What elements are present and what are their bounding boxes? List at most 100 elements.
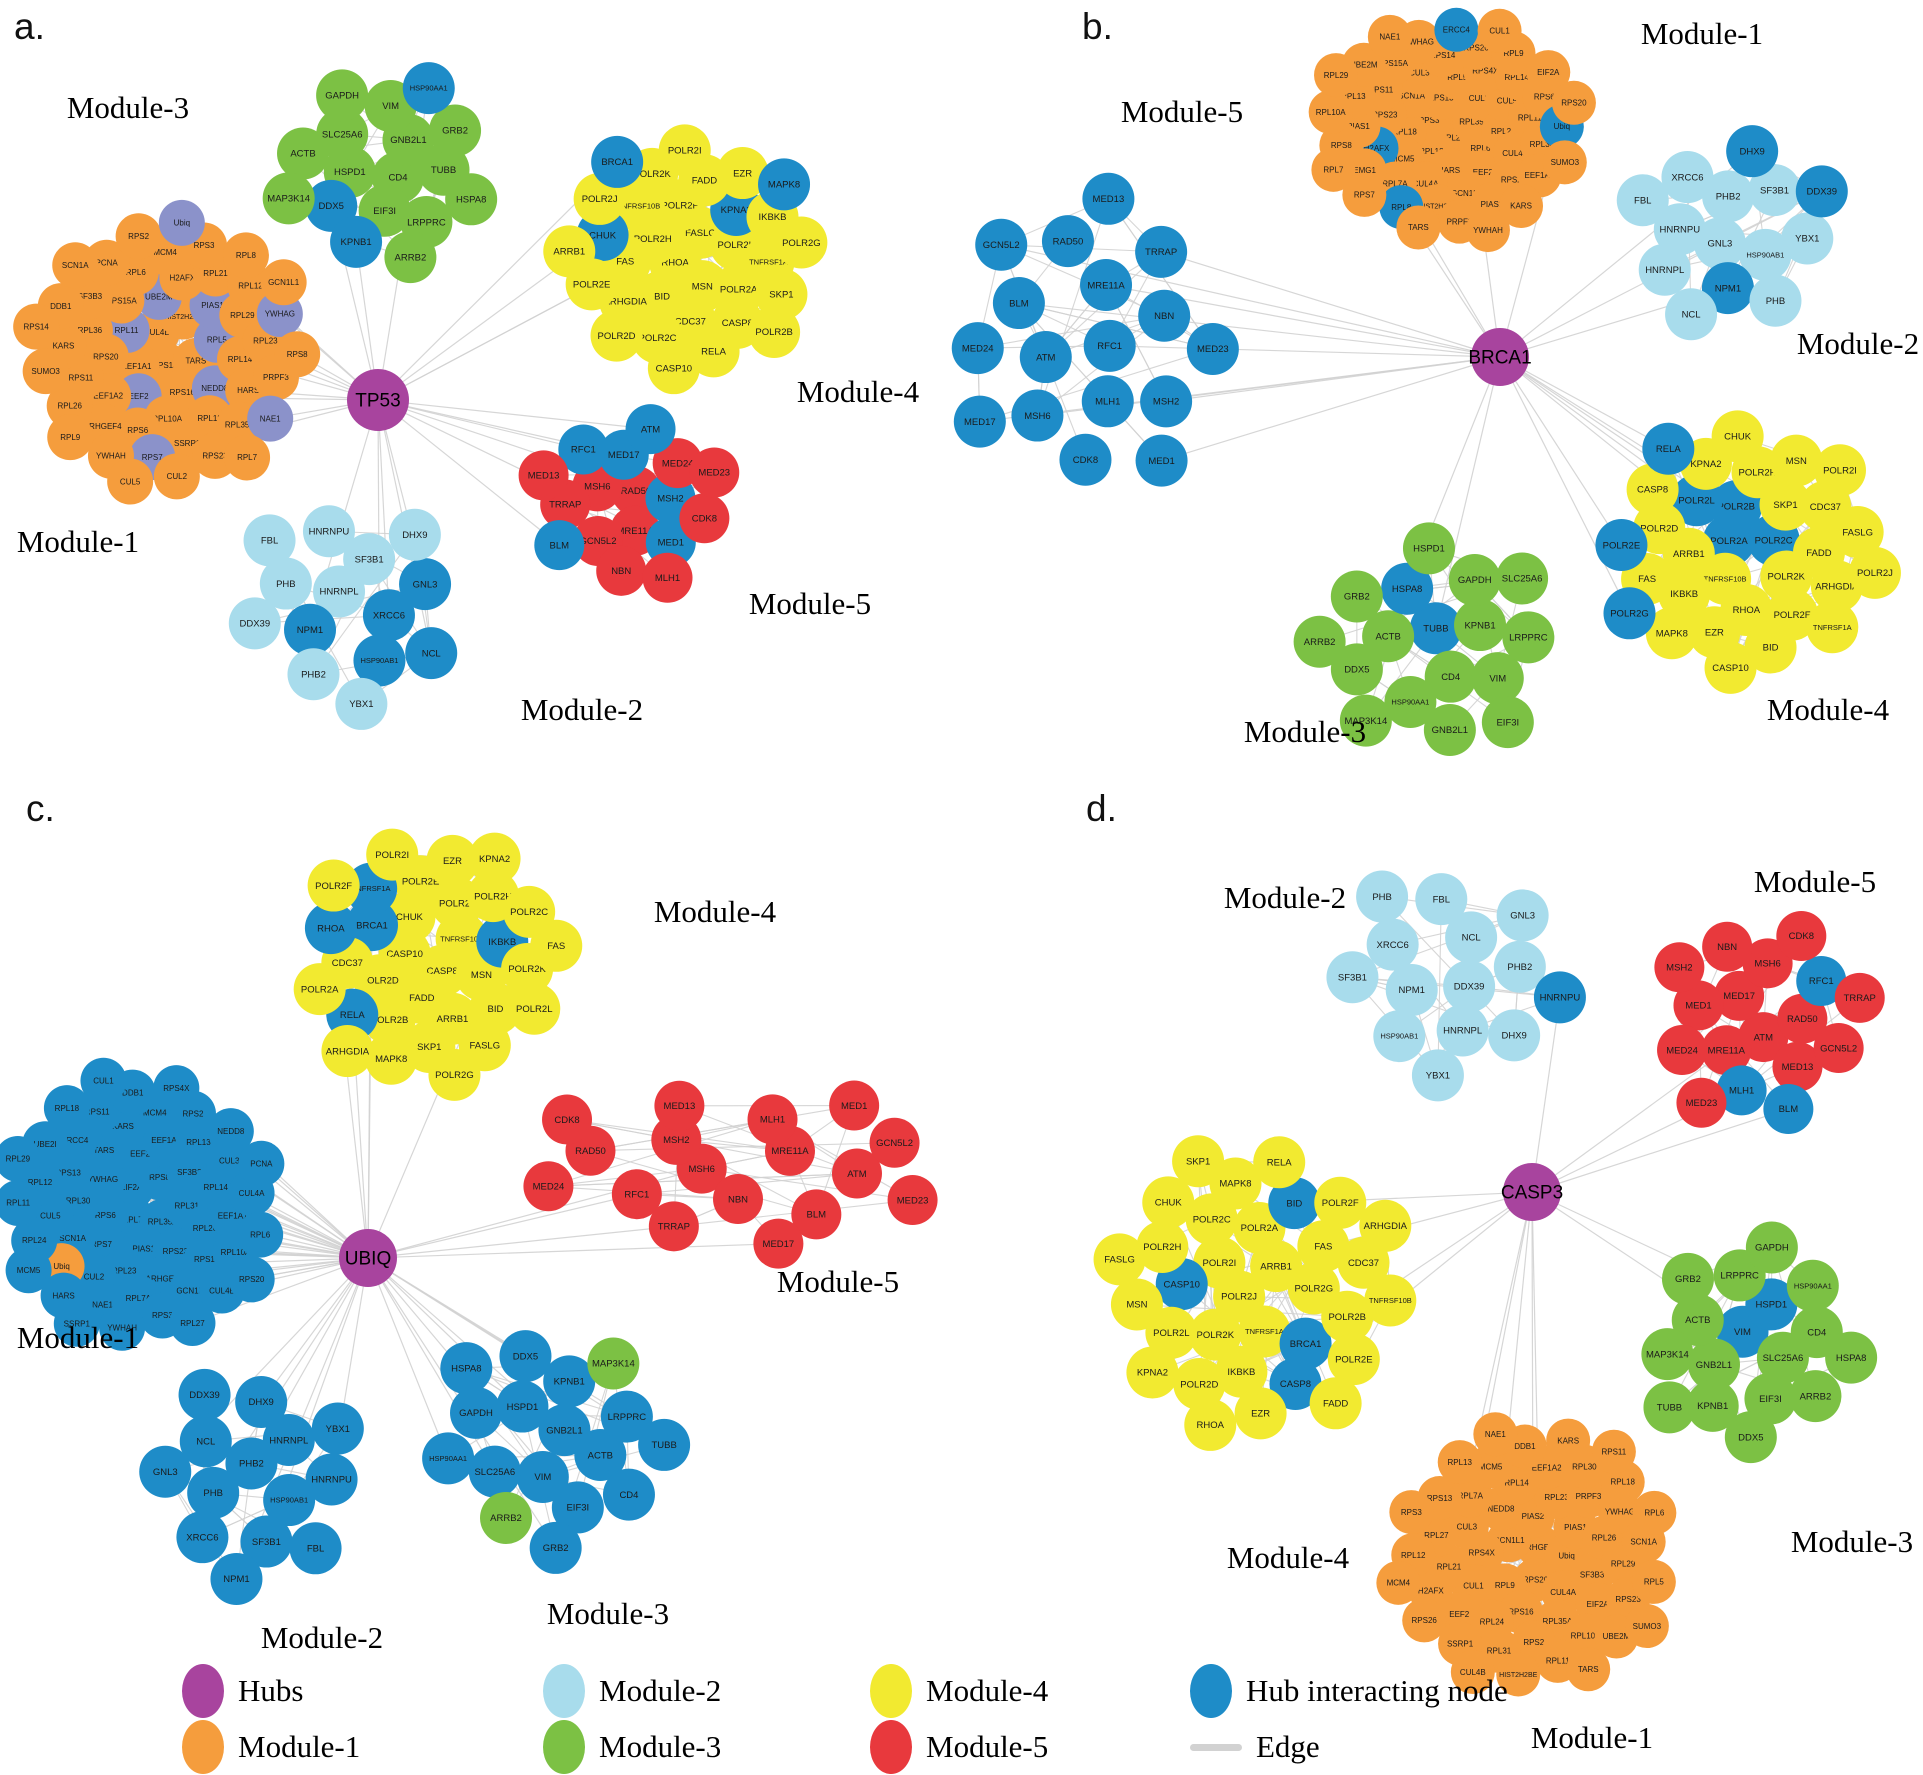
svg-text:POLR2E: POLR2E	[1335, 1354, 1373, 1365]
node-MAP3K14: MAP3K14	[1641, 1328, 1694, 1381]
svg-text:CASP3: CASP3	[1501, 1182, 1563, 1203]
node-RPS26: RPS26	[1402, 1598, 1447, 1643]
node-PHB: PHB	[187, 1466, 240, 1519]
svg-text:GAPDH: GAPDH	[325, 91, 359, 102]
svg-text:MSN: MSN	[1786, 456, 1807, 467]
node-NCL: NCL	[405, 627, 458, 680]
module-label-c-module-3: Module-3	[547, 1596, 669, 1631]
svg-text:MCM5: MCM5	[17, 1266, 41, 1275]
svg-text:TUBB: TUBB	[651, 1440, 676, 1451]
node-MAPK8: MAPK8	[365, 1032, 418, 1085]
svg-text:RPL6: RPL6	[250, 1230, 271, 1239]
node-HSP90AB1: HSP90AB1	[1739, 228, 1792, 281]
node-HSP90AB1: HSP90AB1	[353, 634, 406, 687]
svg-text:FASLG: FASLG	[1104, 1255, 1135, 1266]
node-MED1: MED1	[1135, 434, 1188, 487]
svg-text:LRPPRC: LRPPRC	[407, 217, 446, 228]
node-KARS: KARS	[1499, 184, 1544, 229]
node-CD4: CD4	[602, 1468, 655, 1521]
svg-text:NAE1: NAE1	[1379, 33, 1400, 42]
svg-text:RPL11: RPL11	[1518, 113, 1542, 122]
module1-swatch	[182, 1720, 224, 1774]
svg-text:H2AFX: H2AFX	[169, 273, 195, 282]
svg-text:HNRNPL: HNRNPL	[269, 1435, 308, 1446]
svg-text:GRB2: GRB2	[1344, 592, 1370, 603]
node-YWHAH: YWHAH	[1465, 208, 1510, 253]
svg-text:ARHGDIA: ARHGDIA	[1815, 582, 1859, 593]
svg-text:POLR2A: POLR2A	[301, 984, 339, 995]
module-label-a-module-3: Module-3	[67, 90, 189, 125]
svg-text:FASLG: FASLG	[469, 1041, 500, 1052]
node-MLH1: MLH1	[747, 1094, 798, 1145]
svg-text:RPS20: RPS20	[93, 352, 119, 361]
svg-text:HSPD1: HSPD1	[1413, 544, 1445, 555]
svg-text:POLR2H: POLR2H	[1143, 1242, 1181, 1253]
node-SSRP1: SSRP1	[53, 1300, 100, 1347]
svg-text:TRRAP: TRRAP	[658, 1222, 690, 1233]
svg-text:BRCA1: BRCA1	[356, 920, 388, 931]
svg-text:BLM: BLM	[550, 540, 570, 551]
module2-swatch	[543, 1664, 585, 1718]
svg-text:MED23: MED23	[698, 468, 730, 479]
module-label-a-module-2: Module-2	[521, 692, 643, 727]
svg-text:HIST2H2BE: HIST2H2BE	[1418, 203, 1456, 210]
node-TRRAP: TRRAP	[1135, 225, 1188, 278]
svg-text:MAP3K14: MAP3K14	[592, 1359, 635, 1370]
legend-label: Module-4	[926, 1673, 1049, 1708]
svg-text:ARRB1: ARRB1	[1260, 1261, 1292, 1272]
svg-text:MAPK8: MAPK8	[375, 1054, 407, 1065]
svg-text:RPL9: RPL9	[1495, 1581, 1516, 1590]
svg-text:SCN1A: SCN1A	[59, 1234, 86, 1243]
svg-text:POLR2J: POLR2J	[439, 898, 475, 909]
node-NBN: NBN	[1702, 921, 1753, 972]
svg-text:NBN: NBN	[1154, 311, 1174, 322]
svg-text:EIF3I: EIF3I	[373, 206, 396, 217]
svg-text:EEF2: EEF2	[1449, 1610, 1470, 1619]
node-SLC25A6: SLC25A6	[1496, 552, 1549, 605]
module-label-d-module-5: Module-5	[1754, 864, 1876, 899]
node-MED23: MED23	[887, 1175, 938, 1226]
svg-text:POLR2K: POLR2K	[1197, 1330, 1235, 1341]
svg-text:RPL26: RPL26	[193, 1224, 218, 1233]
svg-text:CUL3: CUL3	[1409, 68, 1430, 77]
svg-text:KARS: KARS	[53, 342, 75, 351]
svg-text:Ubiq: Ubiq	[174, 219, 190, 228]
svg-text:RPL5: RPL5	[1447, 73, 1468, 82]
svg-text:MSH6: MSH6	[1024, 411, 1050, 422]
svg-text:YBX1: YBX1	[1426, 1071, 1450, 1082]
labels-a: Module-3 Module-1 Module-4 Module-2 Module-5	[17, 90, 920, 727]
svg-text:YWHAH: YWHAH	[107, 1323, 137, 1332]
svg-text:Ubiq: Ubiq	[1558, 1551, 1574, 1560]
node-KPNA2: KPNA2	[1126, 1346, 1179, 1399]
svg-text:RPS20: RPS20	[239, 1275, 265, 1284]
svg-text:CUL3: CUL3	[219, 1157, 240, 1166]
node-MED17: MED17	[953, 395, 1006, 448]
svg-text:POLR2B: POLR2B	[371, 1015, 409, 1026]
svg-text:Ubiq: Ubiq	[1554, 122, 1570, 131]
svg-text:MLH1: MLH1	[655, 573, 680, 584]
svg-text:DHX9: DHX9	[249, 1397, 274, 1408]
svg-text:YBX1: YBX1	[349, 699, 373, 710]
svg-text:HIST2H2BE: HIST2H2BE	[164, 314, 202, 321]
svg-text:SKP1: SKP1	[417, 1042, 441, 1053]
svg-text:EEF1A2: EEF1A2	[1532, 1463, 1562, 1472]
svg-text:CHUK: CHUK	[396, 912, 424, 923]
svg-text:FAS: FAS	[1314, 1241, 1332, 1252]
svg-text:CASP8: CASP8	[427, 966, 458, 977]
node-PHB: PHB	[1749, 274, 1802, 327]
svg-text:RFC1: RFC1	[1809, 976, 1834, 987]
node-CUL5: CUL5	[107, 458, 154, 505]
node-TUBB: TUBB	[1409, 602, 1462, 655]
svg-text:RPL10A: RPL10A	[1571, 1631, 1601, 1640]
svg-text:RPL13: RPL13	[1447, 1458, 1472, 1467]
node-XRCC6: XRCC6	[362, 589, 415, 642]
module4-swatch	[870, 1664, 912, 1718]
node-GCN5L2: GCN5L2	[975, 218, 1028, 271]
svg-text:HIST2H2BE: HIST2H2BE	[1499, 1672, 1537, 1679]
svg-text:PHB: PHB	[1372, 892, 1392, 903]
node-MED1: MED1	[1673, 980, 1724, 1031]
svg-text:RPL14: RPL14	[228, 355, 253, 364]
svg-text:RPL13: RPL13	[197, 414, 222, 423]
node-HNRNPU: HNRNPU	[305, 1453, 358, 1506]
svg-text:RPL14: RPL14	[1505, 73, 1530, 82]
